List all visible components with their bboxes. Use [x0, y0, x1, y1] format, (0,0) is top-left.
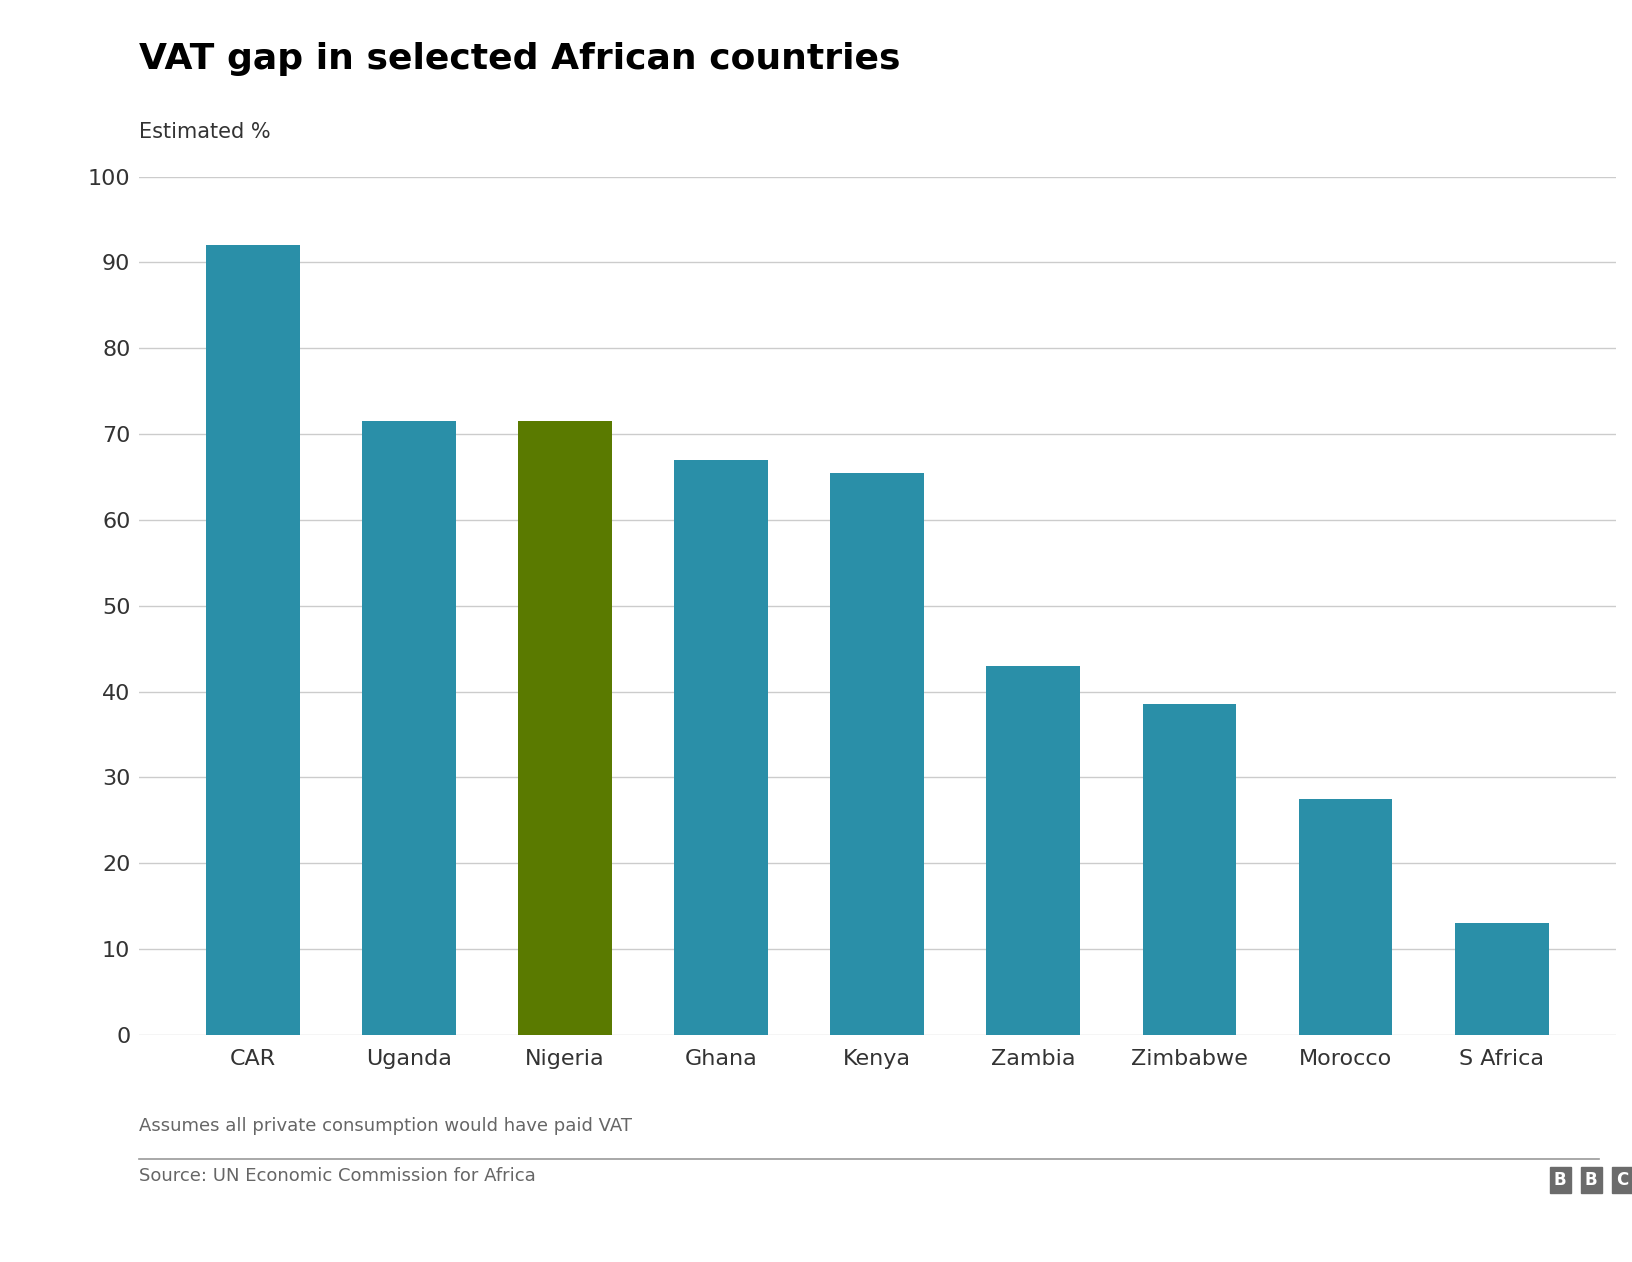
Text: C: C: [1616, 1171, 1629, 1189]
Bar: [674, 459, 769, 1035]
Bar: [206, 245, 300, 1035]
Text: VAT gap in selected African countries: VAT gap in selected African countries: [139, 42, 901, 76]
Bar: [362, 422, 455, 1035]
Bar: [1142, 704, 1237, 1035]
Text: B: B: [1585, 1171, 1598, 1189]
Bar: [1454, 924, 1549, 1035]
Text: B: B: [1554, 1171, 1567, 1189]
Bar: [986, 666, 1080, 1035]
Bar: [831, 473, 924, 1035]
Bar: [1299, 799, 1392, 1035]
Text: Assumes all private consumption would have paid VAT: Assumes all private consumption would ha…: [139, 1117, 632, 1135]
Text: Estimated %: Estimated %: [139, 122, 271, 143]
Bar: [517, 422, 612, 1035]
Text: Source: UN Economic Commission for Africa: Source: UN Economic Commission for Afric…: [139, 1167, 535, 1185]
